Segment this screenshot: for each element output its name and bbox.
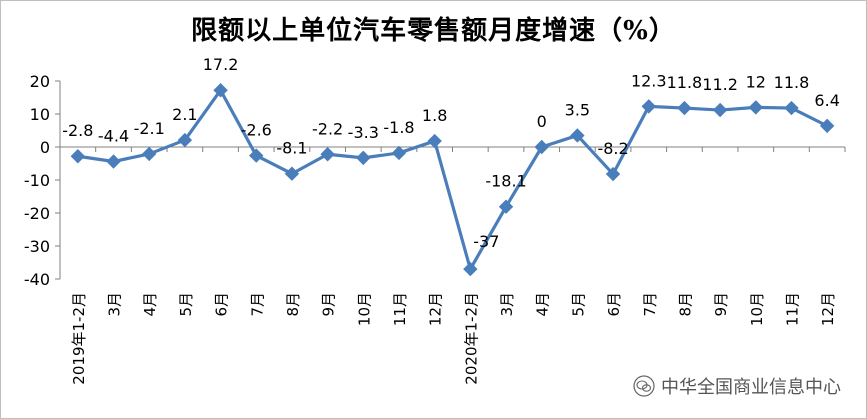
y-tick-label: 0 <box>40 138 50 157</box>
data-point <box>498 199 514 214</box>
data-label: 0 <box>537 112 547 131</box>
data-label: -2.2 <box>312 119 343 138</box>
data-point <box>213 83 228 98</box>
y-tick-label: -10 <box>24 171 50 190</box>
data-point <box>284 166 300 181</box>
data-point <box>748 100 764 115</box>
data-point <box>249 148 264 163</box>
data-point <box>570 128 585 143</box>
data-point <box>784 100 799 116</box>
x-tick-label: 9月 <box>320 292 338 317</box>
data-point <box>70 149 86 164</box>
x-tick-label: 5月 <box>177 292 195 317</box>
x-tick-label: 4月 <box>141 292 159 317</box>
x-tick-label: 3月 <box>498 292 516 317</box>
data-label: -8.2 <box>597 139 628 158</box>
x-tick-label: 7月 <box>641 292 659 317</box>
axes: 20 10 0 -10 -20 -30 -40 2019年1-2月 3月 4月 5月 6月 7月 8月 9月… <box>24 72 846 385</box>
data-point <box>320 147 335 162</box>
data-label: 11.8 <box>774 73 810 92</box>
series-line <box>77 88 828 271</box>
y-tick-label: 20 <box>30 72 50 91</box>
data-label: -3.3 <box>348 123 379 142</box>
data-point <box>463 261 478 277</box>
x-tick-label: 2019年1-2月 <box>70 292 88 385</box>
x-tick-label: 6月 <box>213 292 231 317</box>
data-point <box>427 133 442 149</box>
labels-layer: -2.8 -4.4 -2.1 2.1 17.2 -2.6-8.1 -2.2 -3.3 -1.8 1… <box>62 55 840 251</box>
data-label: -1.8 <box>383 118 414 137</box>
data-label: 2.1 <box>172 105 197 124</box>
data-label: -37 <box>473 232 499 251</box>
data-point <box>641 99 656 114</box>
wechat-icon <box>633 375 655 397</box>
x-tick-label: 8月 <box>284 292 302 317</box>
data-label: -2.1 <box>134 119 165 138</box>
y-tick-label: -20 <box>24 204 50 223</box>
data-label: 17.2 <box>203 55 239 74</box>
x-tick-label: 4月 <box>534 292 552 317</box>
data-label: 1.8 <box>422 106 447 125</box>
data-point <box>819 118 835 134</box>
chart-title: 限额以上单位汽车零售额月度增速（%） <box>191 16 676 46</box>
y-tick-label: -30 <box>24 237 50 256</box>
data-label: -2.8 <box>62 121 93 140</box>
data-label: 12 <box>746 72 766 91</box>
data-point <box>177 132 193 148</box>
data-label: -4.4 <box>98 127 129 146</box>
data-label: 11.2 <box>702 75 738 94</box>
data-label: -8.1 <box>276 139 307 158</box>
x-tick-label: 12月 <box>427 292 445 326</box>
x-tick-label: 11月 <box>391 292 409 326</box>
x-tick-label: 11月 <box>783 292 801 326</box>
x-tick-label: 6月 <box>605 292 623 317</box>
x-tick-label: 3月 <box>106 292 124 317</box>
y-tick-label: -40 <box>24 270 50 289</box>
data-label: 11.8 <box>667 73 703 92</box>
data-point <box>677 100 692 116</box>
x-tick-label: 5月 <box>569 292 587 317</box>
y-tick-label: 10 <box>30 105 50 124</box>
x-tick-label: 7月 <box>248 292 266 317</box>
watermark-text: 中华全国商业信息中心 <box>661 377 841 398</box>
data-label: 3.5 <box>565 100 590 119</box>
x-tick-label: 9月 <box>712 292 730 317</box>
data-label: 6.4 <box>814 91 839 110</box>
data-point <box>391 145 407 161</box>
data-label: -2.6 <box>241 121 272 140</box>
x-tick-label: 12月 <box>819 292 837 326</box>
series-layer <box>70 83 835 277</box>
data-point <box>356 150 371 166</box>
watermark: 中华全国商业信息中心 <box>633 373 841 399</box>
x-tick-label: 10月 <box>355 292 373 326</box>
data-label: -18.1 <box>485 172 526 191</box>
x-tick-label: 10月 <box>748 292 766 326</box>
x-tick-label: 2020年1-2月 <box>462 292 480 385</box>
data-point <box>605 166 621 182</box>
data-label: 12.3 <box>631 71 667 90</box>
data-point <box>534 139 549 155</box>
x-tick-label: 8月 <box>676 292 694 317</box>
data-point <box>106 154 121 169</box>
data-point <box>141 146 157 162</box>
data-point <box>712 102 728 118</box>
